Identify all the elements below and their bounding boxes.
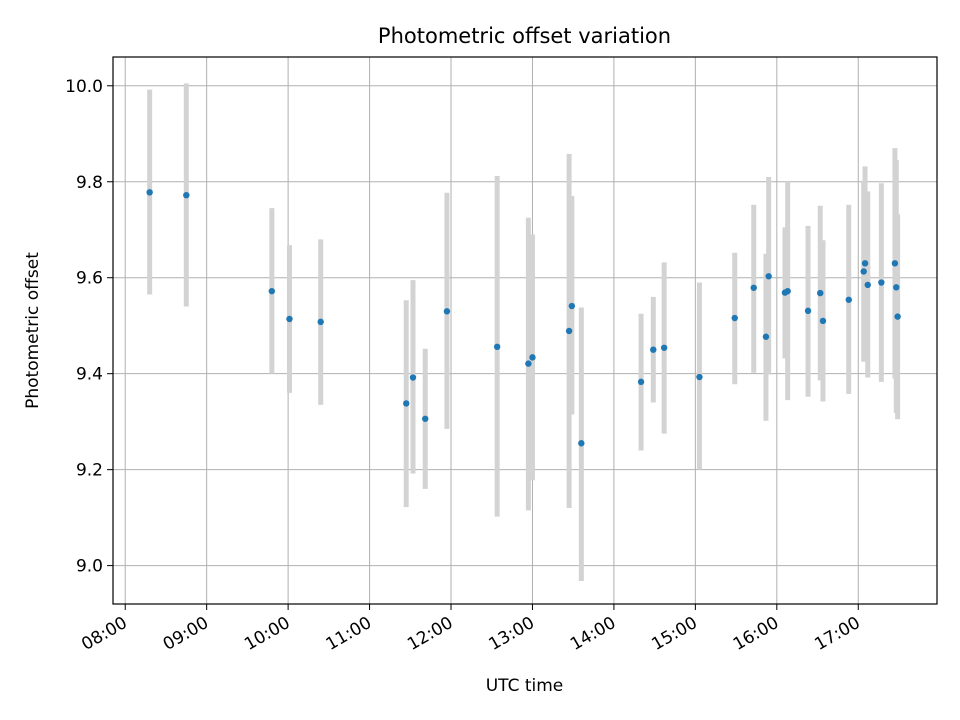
plot-area-frame <box>112 56 938 605</box>
data-point <box>565 327 573 335</box>
data-point <box>493 343 501 351</box>
y-tick-label: 9.4 <box>76 365 103 385</box>
data-point <box>762 333 770 340</box>
data-point <box>443 308 451 315</box>
x-tick-label: 16:00 <box>730 613 782 655</box>
y-tick-label: 10.0 <box>65 77 103 97</box>
data-point <box>183 191 190 199</box>
data-point <box>765 273 772 280</box>
data-point <box>525 360 532 367</box>
data-point <box>422 415 429 422</box>
data-point <box>568 302 576 310</box>
data-point <box>784 287 791 295</box>
data-point <box>891 260 899 267</box>
data-point <box>845 296 852 303</box>
x-tick-label: 14:00 <box>567 613 619 655</box>
data-point <box>878 279 885 286</box>
data-point <box>529 354 536 361</box>
x-tick-label: 15:00 <box>648 613 700 655</box>
data-point <box>146 189 153 196</box>
data-point <box>317 318 324 326</box>
y-tick-label: 9.6 <box>76 269 103 289</box>
data-point <box>861 260 869 267</box>
y-tick-label: 9.2 <box>76 461 103 481</box>
data-point <box>660 344 668 351</box>
y-axis-ticks: 9.0 9.2 9.4 9.6 9.8 10.0 <box>65 77 113 577</box>
x-tick-label: 17:00 <box>811 613 863 655</box>
data-point <box>268 287 276 295</box>
data-point <box>578 440 585 447</box>
data-points <box>146 189 901 447</box>
data-point <box>864 281 871 289</box>
data-point <box>804 307 812 315</box>
data-point <box>731 314 738 322</box>
x-axis-label: UTC time <box>486 676 564 696</box>
data-point <box>650 346 657 353</box>
y-axis-label: Photometric offset <box>23 252 43 409</box>
data-point <box>403 400 410 407</box>
data-point <box>409 374 417 381</box>
grid-lines <box>113 57 937 604</box>
y-tick-label: 9.0 <box>76 557 103 577</box>
x-axis-ticks: 08:00 09:00 10:00 11:00 12:00 13:00 14:00 15:00… <box>78 604 864 655</box>
data-point <box>819 317 827 325</box>
x-tick-label: 13:00 <box>486 613 538 655</box>
x-tick-label: 12:00 <box>404 613 456 655</box>
data-point <box>637 378 645 386</box>
x-tick-label: 08:00 <box>78 613 130 655</box>
x-tick-label: 09:00 <box>160 613 212 655</box>
data-point <box>860 268 867 275</box>
chart-title: Photometric offset variation <box>378 24 671 48</box>
error-bars <box>147 83 901 581</box>
data-point <box>696 373 703 381</box>
x-tick-label: 10:00 <box>241 613 293 655</box>
x-tick-label: 11:00 <box>323 613 375 655</box>
data-point <box>893 284 900 291</box>
data-point <box>894 313 901 320</box>
data-point <box>817 289 824 297</box>
y-tick-label: 9.8 <box>76 173 103 193</box>
data-point <box>286 315 293 323</box>
data-point <box>750 284 757 291</box>
